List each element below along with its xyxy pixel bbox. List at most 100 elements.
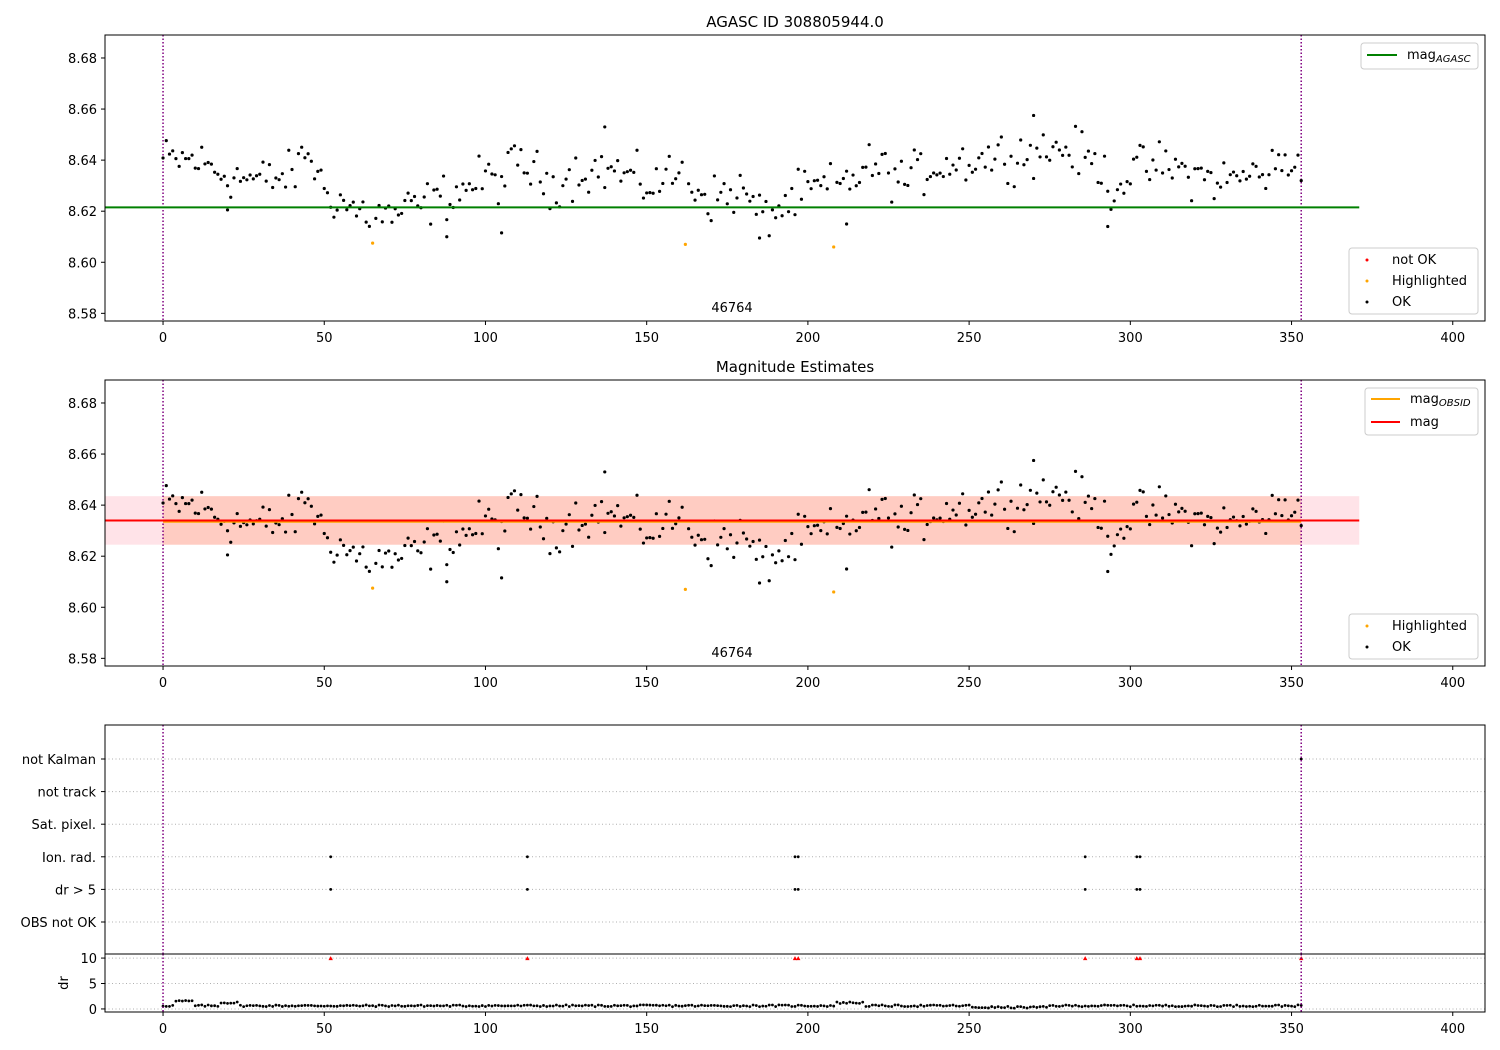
dr-point-101 (487, 1004, 491, 1007)
dr-point-200 (806, 1004, 810, 1008)
agasc-ok-point-111 (522, 171, 526, 175)
agasc-ok-point-134 (596, 175, 600, 179)
agasc-ok-point-161 (686, 182, 691, 186)
magnitude-ok-point-266 (1028, 488, 1032, 492)
agasc-ok-point-98 (480, 187, 484, 191)
agasc-ok-point-151 (651, 191, 655, 195)
magnitude-ok-point-319 (1199, 511, 1203, 515)
agasc-ok-point-136 (603, 185, 607, 190)
magnitude-ok-point-205 (828, 506, 833, 511)
dr-point-340 (1257, 1003, 1261, 1007)
agasc-ok-point-153 (657, 189, 662, 193)
dr-point-287 (1087, 1004, 1090, 1008)
magnitude-ok-point-130 (583, 522, 588, 526)
agasc-ok-point-234 (925, 177, 929, 182)
magnitude-ok-point-112 (525, 516, 529, 520)
agasc-ok-point-92 (461, 182, 465, 186)
agasc-ok-point-157 (670, 181, 675, 185)
agasc-ok-point-270 (1041, 133, 1045, 137)
agasc-ok-point-12 (200, 145, 204, 149)
magnitude-ok-point-269 (1038, 500, 1042, 504)
dr-point-182 (748, 1005, 752, 1009)
agasc-ok-point-83 (432, 188, 436, 192)
dr-point-84 (432, 1004, 436, 1008)
dr-point-189 (771, 1003, 774, 1007)
flag-point-0-0 (1299, 757, 1303, 761)
dr-point-11 (197, 1003, 200, 1007)
dr-point-57 (345, 1003, 349, 1007)
dr-point-108 (509, 1004, 513, 1008)
magnitude-ok-point-258 (1002, 507, 1007, 511)
dr-point-88 (445, 1003, 449, 1007)
dr-point-289 (1093, 1004, 1097, 1008)
magnitude-ok-point-47 (312, 522, 317, 526)
agasc-ok-point-260 (1009, 154, 1013, 158)
magnitude-ok-point-176 (735, 541, 739, 545)
dr-point-164 (690, 1003, 694, 1007)
agasc-ok-point-41 (293, 185, 297, 189)
agasc-ok-point-183 (757, 193, 762, 197)
agasc-ok-point-297 (1128, 182, 1132, 186)
dr-point-270 (1032, 1005, 1035, 1009)
dr-point-345 (1274, 1003, 1277, 1007)
magnitude-ok-point-133 (593, 503, 597, 508)
magnitude-ytick-label-1: 8.60 (68, 601, 97, 616)
dr-point-228 (896, 1003, 900, 1007)
dr-point-106 (503, 1004, 507, 1008)
magnitude-ok-point-257 (999, 480, 1003, 484)
dr-point-93 (461, 1004, 465, 1008)
dr-point-176 (729, 1005, 732, 1009)
magnitude-xtick-label-7: 350 (1279, 676, 1304, 691)
agasc-ok-point-94 (467, 182, 471, 186)
dr-clipped-marker-1 (525, 956, 530, 961)
magnitude-ok-point-42 (296, 497, 301, 501)
dr-point-165 (693, 1004, 697, 1008)
agasc-ok-point-300 (1138, 143, 1142, 147)
agasc-ok-point-97 (477, 154, 481, 158)
magnitude-ok-point-137 (606, 511, 610, 515)
dr-point-144 (625, 1003, 629, 1007)
magnitude-ok-point-325 (1219, 530, 1223, 534)
flag-point-4-0 (329, 888, 333, 891)
agasc-ok-point-26 (245, 178, 249, 182)
magnitude-ok-point-152 (654, 512, 658, 516)
dr-point-266 (1019, 1005, 1023, 1009)
agasc-ok-point-333 (1244, 177, 1249, 181)
agasc-ok-point-314 (1183, 164, 1187, 168)
agasc-ok-point-182 (754, 212, 758, 216)
agasc-ok-point-321 (1206, 169, 1210, 173)
flag-point-3-0 (329, 855, 333, 859)
dr-point-308 (1154, 1003, 1158, 1007)
dr-point-331 (1228, 1003, 1232, 1007)
agasc-ok-point-108 (512, 144, 517, 148)
magnitude-ok-point-192 (786, 555, 791, 559)
magnitude-ok-point-171 (719, 535, 723, 539)
magnitude-ok-point-305 (1154, 513, 1158, 517)
magnitude-ok-point-255 (993, 502, 997, 506)
magnitude-plot-area (105, 380, 1360, 666)
dr-point-224 (883, 1004, 887, 1008)
dr-point-207 (829, 1004, 832, 1007)
agasc-ok-point-180 (748, 199, 752, 203)
magnitude-ok-point-108 (512, 489, 517, 493)
dr-point-2 (168, 1005, 171, 1008)
dr-point-124 (561, 1004, 565, 1008)
agasc-ok-point-11 (196, 166, 201, 171)
magnitude-ok-point-303 (1148, 522, 1152, 527)
agasc-ok-point-186 (767, 234, 771, 238)
dr-point-298 (1122, 1003, 1126, 1007)
magnitude-ok-point-92 (461, 527, 465, 531)
agasc-ok-point-93 (464, 188, 468, 192)
agasc-ok-point-295 (1122, 191, 1126, 195)
magnitude-ok-point-119 (548, 552, 552, 556)
agasc-ok-point-311 (1173, 157, 1178, 161)
agasc-ok-point-337 (1257, 175, 1261, 179)
agasc-ok-point-352 (445, 235, 449, 239)
agasc-ok-point-138 (609, 165, 613, 169)
agasc-ok-point-169 (712, 174, 716, 178)
dr-point-54 (335, 1004, 339, 1008)
agasc-ok-point-28 (251, 177, 255, 181)
magnitude-ok-point-207 (838, 526, 842, 531)
dr-point-215 (854, 1001, 858, 1005)
magnitude-ok-point-280 (1073, 469, 1078, 473)
